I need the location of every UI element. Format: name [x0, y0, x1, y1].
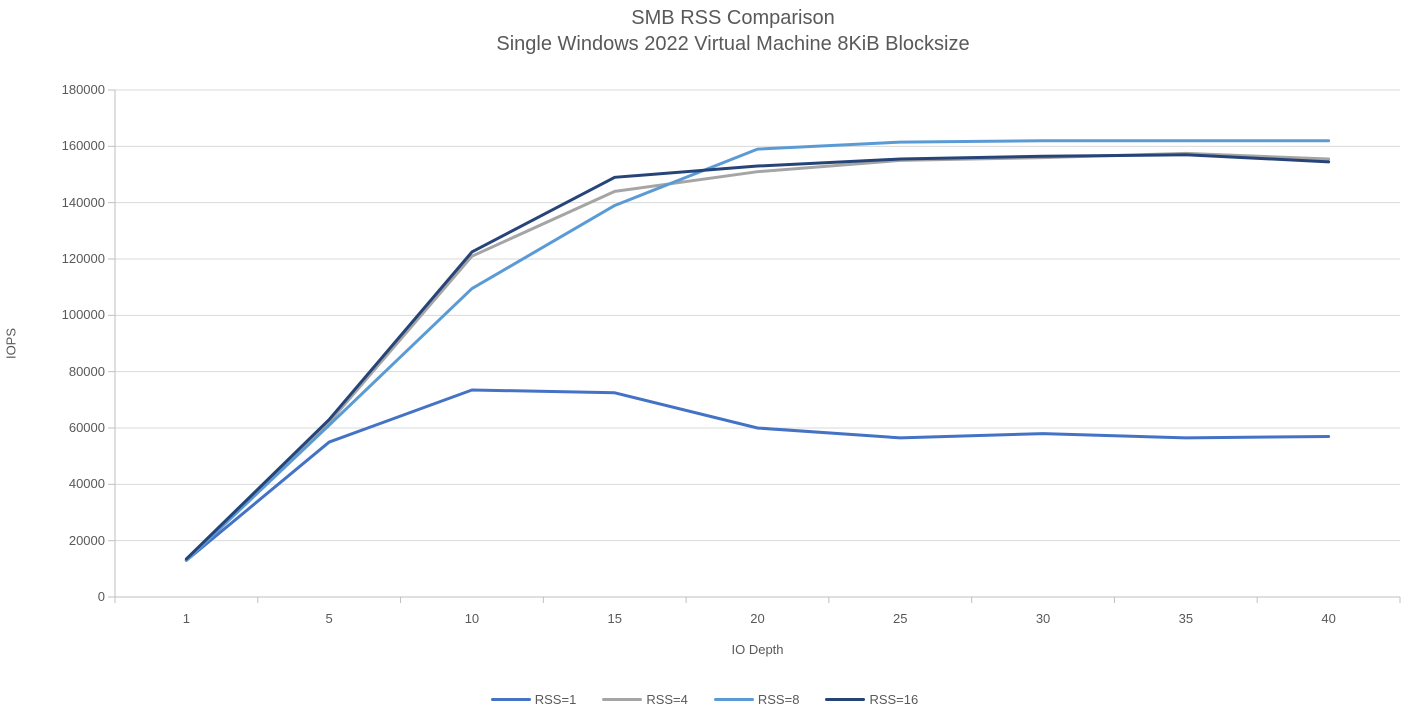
legend-label: RSS=16 — [869, 692, 919, 707]
x-tick-label: 25 — [893, 611, 908, 626]
legend-item: RSS=4 — [602, 692, 688, 707]
y-tick-label: 0 — [97, 589, 105, 604]
x-tick-label: 15 — [607, 611, 622, 626]
y-tick-label: 180000 — [61, 82, 105, 97]
y-tick-label: 160000 — [61, 138, 105, 154]
legend-swatch — [825, 698, 866, 701]
y-tick-label: 20000 — [68, 532, 105, 548]
legend-item: RSS=8 — [713, 692, 800, 707]
x-tick-label: 40 — [1321, 611, 1336, 626]
x-tick-label: 35 — [1178, 611, 1194, 626]
y-tick-label: 40000 — [68, 476, 105, 492]
x-tick-label: 1 — [182, 611, 190, 626]
y-tick-label: 140000 — [61, 194, 105, 210]
chart-title: SMB RSS Comparison — [631, 7, 835, 29]
legend-item: RSS=1 — [490, 692, 577, 707]
x-tick-label: 30 — [1035, 611, 1051, 626]
series-line-rss-1 — [184, 388, 1331, 562]
x-tick-label: 10 — [464, 611, 480, 626]
legend: RSS=1 RSS=4 RSS=8 RSS=16 — [0, 692, 1409, 707]
legend-swatch — [713, 698, 754, 701]
x-tick-label: 20 — [750, 611, 765, 626]
legend-label: RSS=8 — [757, 692, 800, 707]
y-tick-label: 80000 — [68, 363, 105, 379]
y-tick-label: 120000 — [61, 251, 105, 266]
x-tick-label: 5 — [325, 611, 333, 626]
x-axis-title: IO Depth — [731, 642, 784, 657]
series-line-rss-4 — [184, 151, 1331, 562]
y-tick-label: 100000 — [61, 307, 105, 323]
legend-label: RSS=1 — [534, 692, 577, 707]
legend-label: RSS=4 — [646, 692, 688, 707]
y-tick-label: 60000 — [68, 420, 105, 435]
legend-swatch — [602, 698, 643, 701]
series-line-rss-16 — [184, 153, 1331, 561]
chart-subtitle: Single Windows 2022 Virtual Machine 8KiB… — [496, 33, 970, 55]
legend-item: RSS=16 — [825, 692, 918, 707]
legend-swatch — [490, 698, 531, 701]
series-line-rss-8 — [184, 139, 1331, 562]
